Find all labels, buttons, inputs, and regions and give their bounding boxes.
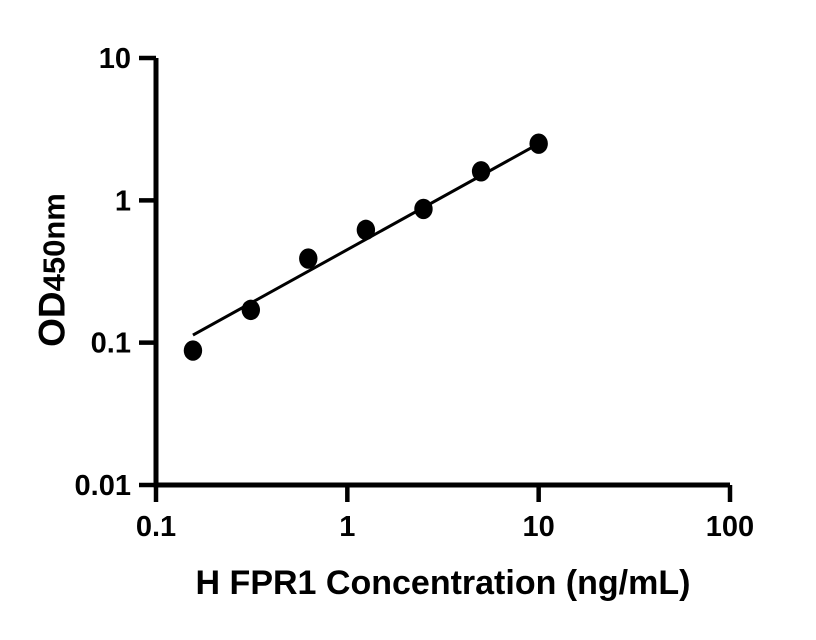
x-tick-label: 10 xyxy=(523,511,555,543)
x-tick-label: 1 xyxy=(339,511,355,543)
x-tick-label: 0.1 xyxy=(136,511,176,543)
y-tick-label: 1 xyxy=(115,185,131,217)
data-point xyxy=(414,198,433,220)
data-point xyxy=(183,340,203,361)
x-axis-title: H FPR1 Concentration (ng/mL) xyxy=(195,564,691,602)
y-axis-title-main: OD xyxy=(31,291,73,347)
data-point xyxy=(356,219,376,241)
y-axis-title-sub: 450nm xyxy=(36,193,72,292)
data-point xyxy=(299,248,318,269)
y-axis-title: OD450nm xyxy=(31,193,73,347)
y-tick-label: 10 xyxy=(99,43,131,75)
data-point xyxy=(471,161,491,182)
x-tick-label: 100 xyxy=(706,511,754,543)
y-tick-label: 0.1 xyxy=(91,328,131,360)
data-point xyxy=(529,133,548,154)
y-tick-label: 0.01 xyxy=(75,470,131,502)
data-point xyxy=(241,299,261,321)
